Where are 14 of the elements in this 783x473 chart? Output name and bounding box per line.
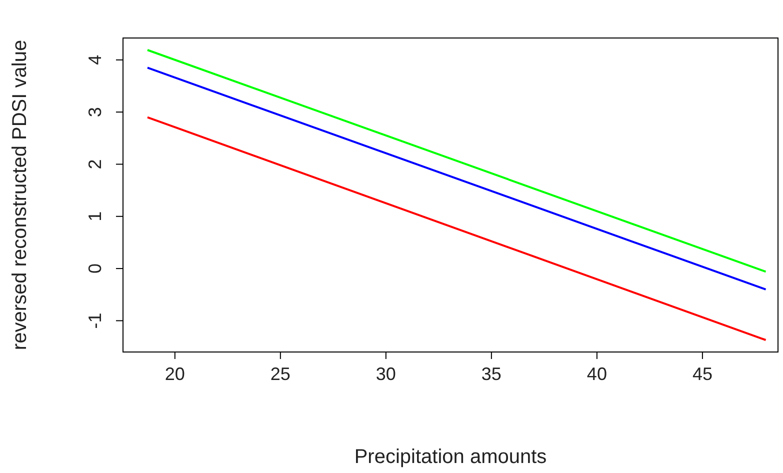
y-tick-label: 4	[85, 54, 105, 65]
x-tick-label: 40	[586, 364, 607, 384]
y-tick-label: 0	[85, 264, 105, 274]
x-tick-label: 30	[376, 364, 396, 384]
y-tick-label: -1	[85, 312, 105, 329]
y-axis-title: reversed reconstructed PDSI value	[9, 40, 31, 350]
x-tick-label: 20	[164, 364, 185, 384]
x-tick-label: 25	[270, 364, 290, 384]
y-tick-label: 3	[85, 107, 105, 118]
x-axis-title: Precipitation amounts	[354, 446, 547, 468]
x-tick-label: 45	[692, 364, 712, 384]
y-tick-label: 1	[85, 211, 105, 222]
x-tick-label: 35	[481, 364, 502, 384]
y-tick-label: 2	[85, 159, 105, 170]
